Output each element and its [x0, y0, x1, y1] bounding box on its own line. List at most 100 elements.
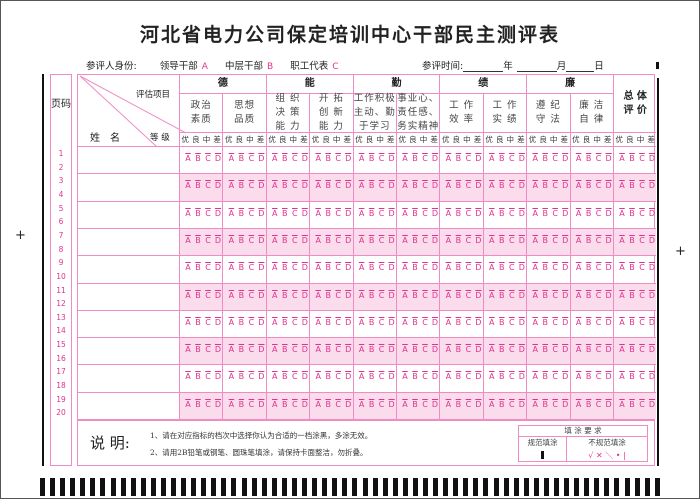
- identity-middle[interactable]: 中层干部 B: [224, 61, 274, 72]
- choice-bubble[interactable]: C: [509, 372, 515, 382]
- choice-bubble[interactable]: B: [455, 208, 462, 218]
- choice-bubble[interactable]: B: [629, 317, 635, 327]
- choice-bubble[interactable]: A: [272, 154, 278, 163]
- choice-bubble[interactable]: D: [605, 235, 612, 245]
- choice-bubble[interactable]: D: [258, 290, 265, 300]
- choice-bubble[interactable]: D: [431, 317, 439, 327]
- choice-bubble[interactable]: A: [185, 235, 191, 245]
- choice-bubble[interactable]: A: [619, 372, 625, 382]
- choice-bubble[interactable]: B: [368, 181, 375, 191]
- choice-bubble[interactable]: B: [499, 345, 505, 355]
- choice-bubble[interactable]: D: [345, 154, 352, 163]
- choice-bubble[interactable]: C: [335, 290, 341, 300]
- choice-bubble[interactable]: C: [248, 181, 255, 191]
- choice-bubble[interactable]: A: [185, 399, 191, 409]
- name-field[interactable]: [78, 283, 179, 310]
- choice-bubble[interactable]: D: [518, 208, 525, 218]
- page-number-bubble[interactable]: 3: [58, 176, 64, 186]
- choice-bubble[interactable]: A: [445, 208, 452, 218]
- choice-bubble[interactable]: C: [465, 263, 472, 273]
- choice-bubble[interactable]: D: [605, 290, 612, 300]
- choice-bubble[interactable]: B: [325, 399, 331, 409]
- choice-bubble[interactable]: B: [325, 154, 331, 163]
- choice-bubble[interactable]: A: [532, 208, 538, 218]
- choice-bubble[interactable]: B: [542, 154, 548, 163]
- choice-bubble[interactable]: A: [619, 290, 625, 300]
- choice-bubble[interactable]: B: [325, 345, 331, 355]
- choice-bubble[interactable]: C: [509, 263, 515, 273]
- choice-bubble[interactable]: C: [378, 399, 385, 409]
- choice-bubble[interactable]: A: [619, 154, 625, 163]
- choice-bubble[interactable]: D: [301, 181, 308, 191]
- choice-bubble[interactable]: B: [368, 235, 375, 245]
- choice-bubble[interactable]: C: [292, 263, 298, 273]
- choice-bubble[interactable]: D: [648, 372, 656, 382]
- choice-bubble[interactable]: A: [575, 208, 582, 218]
- choice-bubble[interactable]: D: [258, 208, 265, 218]
- choice-bubble[interactable]: B: [195, 208, 201, 218]
- choice-bubble[interactable]: D: [562, 263, 569, 273]
- choice-bubble[interactable]: B: [282, 345, 288, 355]
- choice-bubble[interactable]: D: [431, 154, 439, 163]
- choice-bubble[interactable]: A: [402, 317, 408, 327]
- choice-bubble[interactable]: A: [185, 154, 191, 163]
- choice-bubble[interactable]: B: [629, 399, 635, 409]
- choice-bubble[interactable]: C: [248, 154, 255, 163]
- choice-bubble[interactable]: D: [562, 399, 569, 409]
- choice-bubble[interactable]: D: [258, 345, 265, 355]
- name-field[interactable]: [78, 255, 179, 282]
- choice-bubble[interactable]: B: [282, 317, 288, 327]
- choice-bubble[interactable]: A: [185, 263, 191, 273]
- choice-bubble[interactable]: A: [358, 372, 365, 382]
- name-field[interactable]: [78, 337, 179, 364]
- choice-bubble[interactable]: D: [648, 345, 656, 355]
- choice-bubble[interactable]: B: [238, 345, 245, 355]
- choice-bubble[interactable]: B: [412, 263, 418, 273]
- choice-bubble[interactable]: D: [388, 399, 395, 409]
- choice-bubble[interactable]: A: [185, 345, 191, 355]
- choice-bubble[interactable]: C: [595, 290, 602, 300]
- page-number-bubble[interactable]: 9: [58, 258, 64, 268]
- choice-bubble[interactable]: A: [445, 181, 452, 191]
- choice-bubble[interactable]: A: [315, 235, 321, 245]
- choice-bubble[interactable]: A: [445, 154, 452, 163]
- choice-bubble[interactable]: B: [412, 317, 418, 327]
- choice-bubble[interactable]: D: [214, 345, 222, 355]
- choice-bubble[interactable]: A: [445, 263, 452, 273]
- choice-bubble[interactable]: C: [378, 181, 385, 191]
- choice-bubble[interactable]: B: [585, 181, 592, 191]
- choice-bubble[interactable]: C: [378, 345, 385, 355]
- choice-bubble[interactable]: B: [368, 154, 375, 163]
- choice-bubble[interactable]: C: [335, 399, 341, 409]
- choice-bubble[interactable]: A: [575, 154, 582, 163]
- choice-bubble[interactable]: A: [272, 263, 278, 273]
- choice-bubble[interactable]: A: [185, 290, 191, 300]
- choice-bubble[interactable]: A: [532, 181, 538, 191]
- choice-bubble[interactable]: D: [605, 208, 612, 218]
- choice-bubble[interactable]: D: [214, 181, 222, 191]
- choice-bubble[interactable]: C: [335, 235, 341, 245]
- choice-bubble[interactable]: A: [575, 263, 582, 273]
- choice-bubble[interactable]: D: [605, 345, 612, 355]
- choice-bubble[interactable]: B: [499, 208, 505, 218]
- choice-bubble[interactable]: A: [619, 345, 625, 355]
- name-field[interactable]: [78, 310, 179, 337]
- choice-bubble[interactable]: A: [358, 317, 365, 327]
- choice-bubble[interactable]: B: [238, 263, 245, 273]
- choice-bubble[interactable]: D: [258, 399, 265, 409]
- choice-bubble[interactable]: B: [282, 290, 288, 300]
- page-number-bubble[interactable]: 2: [58, 162, 64, 172]
- choice-bubble[interactable]: D: [345, 235, 352, 245]
- choice-bubble[interactable]: D: [475, 208, 482, 218]
- choice-bubble[interactable]: B: [368, 290, 375, 300]
- choice-bubble[interactable]: B: [585, 372, 592, 382]
- choice-bubble[interactable]: B: [368, 208, 375, 218]
- choice-bubble[interactable]: C: [595, 235, 602, 245]
- choice-bubble[interactable]: C: [205, 317, 211, 327]
- choice-bubble[interactable]: D: [605, 181, 612, 191]
- choice-bubble[interactable]: A: [489, 317, 495, 327]
- choice-bubble[interactable]: A: [272, 290, 278, 300]
- name-field[interactable]: [78, 228, 179, 255]
- choice-bubble[interactable]: D: [301, 372, 308, 382]
- choice-bubble[interactable]: D: [518, 399, 525, 409]
